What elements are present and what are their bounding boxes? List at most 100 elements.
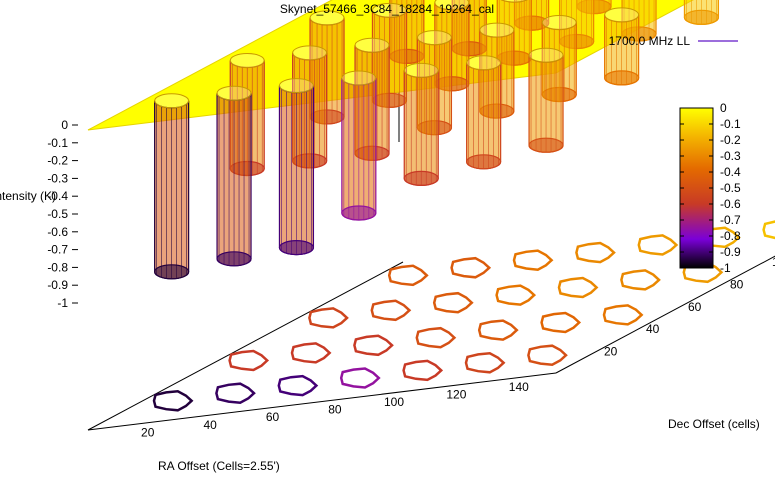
- well-rim: [416, 30, 452, 46]
- contour-ring: [602, 304, 644, 326]
- y-tick-label: 80: [730, 277, 744, 291]
- contour-ring: [477, 319, 519, 341]
- contour-ring: [450, 256, 492, 279]
- well-rim: [403, 62, 439, 78]
- x-axis-label: RA Offset (Cells=2.55'): [158, 459, 280, 473]
- contour-ring: [527, 344, 568, 366]
- well-bottom: [403, 170, 439, 186]
- y-tick-label: 100: [772, 255, 775, 269]
- contour-ring: [152, 390, 194, 412]
- well-rim: [229, 52, 265, 68]
- well-rim: [154, 93, 190, 109]
- well-rim: [528, 47, 564, 63]
- contour-ring: [620, 269, 661, 291]
- legend-label: 1700.0 MHz LL: [609, 34, 691, 48]
- colorbar-tick-label: -1: [720, 261, 731, 275]
- contour-ring: [387, 264, 429, 287]
- contour-ring: [762, 220, 775, 240]
- chart-title: Skynet_57466_3C84_18284_19264_cal: [280, 2, 494, 16]
- colorbar-tick-label: -0.3: [720, 149, 741, 163]
- colorbar-tick-label: -0.7: [720, 213, 741, 227]
- contour-ring: [495, 284, 537, 306]
- x-tick-label: 40: [203, 418, 217, 432]
- colorbar-tick-label: -0.9: [720, 245, 741, 259]
- x-tick-label: 80: [328, 403, 342, 417]
- x-tick-label: 140: [509, 380, 529, 394]
- well-rim: [354, 37, 390, 53]
- z-tick-label: 0: [61, 118, 68, 132]
- z-tick-label: -0.9: [47, 278, 68, 292]
- colorbar-tick-label: -0.8: [720, 229, 741, 243]
- z-tick-label: -0.4: [47, 189, 68, 203]
- well-bottom: [341, 205, 377, 221]
- well-rim: [278, 78, 314, 94]
- well-bottom: [528, 137, 564, 153]
- z-tick-label: -1: [57, 296, 68, 310]
- colorbar-tick-label: -0.5: [720, 181, 741, 195]
- well-rim: [500, 0, 528, 3]
- contour-ring: [575, 241, 616, 264]
- well-bottom: [683, 9, 720, 25]
- base-axes: [72, 0, 775, 431]
- z-tick-label: -0.3: [47, 171, 68, 185]
- z-tick-label: -0.1: [47, 136, 68, 150]
- y-tick-label: 60: [688, 300, 702, 314]
- well-rim: [371, 2, 407, 18]
- x-tick-label: 100: [384, 395, 404, 409]
- base-edge-left: [87, 261, 404, 431]
- contour-ring: [415, 326, 457, 349]
- well-rim: [604, 7, 640, 23]
- contour-ring: [637, 234, 679, 256]
- z-tick-label: -0.5: [47, 207, 68, 221]
- z-tick-label: -0.6: [47, 225, 68, 239]
- z-tick-label: -0.7: [47, 243, 68, 257]
- y-tick-label: 40: [646, 322, 660, 336]
- well-rim: [479, 22, 515, 38]
- base-edge-right: [555, 255, 775, 374]
- contour-ring: [353, 334, 394, 357]
- contour-ring: [512, 249, 554, 271]
- base-edge-front: [87, 372, 557, 431]
- x-tick-label: 20: [141, 425, 155, 439]
- well-rim: [466, 55, 502, 71]
- contour-ring: [540, 311, 582, 334]
- y-tick-label: 20: [604, 345, 618, 359]
- colorbar-tick-label: -0.2: [720, 133, 741, 147]
- contour-ring: [402, 359, 444, 382]
- x-tick-label: 120: [446, 387, 466, 401]
- well-rim: [216, 85, 252, 101]
- well-bottom: [466, 154, 502, 170]
- well-rim: [434, 0, 470, 11]
- contour-ring: [464, 352, 506, 374]
- contour-ring: [370, 299, 412, 322]
- well-rim: [309, 10, 345, 26]
- colorbar-tick-label: -0.4: [720, 165, 741, 179]
- x-tick-label: 60: [266, 410, 280, 424]
- well-rim: [341, 70, 377, 86]
- surface-layer: [87, 0, 720, 280]
- contour-ring: [215, 382, 256, 404]
- well-bottom: [278, 240, 315, 256]
- colorbar: 0 -0.1 -0.2 -0.3 -0.4 -0.5 -0.6 -0.7 -0.8 -0.9 -1: [679, 101, 741, 275]
- well-bottom: [154, 264, 190, 280]
- contour-ring: [277, 374, 319, 397]
- contour-ring: [290, 342, 332, 364]
- well-rim: [541, 14, 577, 30]
- contour-ring: [432, 291, 474, 314]
- colorbar-tick-label: 0: [720, 101, 727, 115]
- z-axis-label: Intensity (K): [0, 189, 56, 203]
- contour-ring: [339, 367, 381, 389]
- well-bottom: [604, 70, 640, 86]
- colorbar-tick-label: -0.6: [720, 197, 741, 211]
- z-tick-label: -0.8: [47, 260, 68, 274]
- contour-ring: [557, 276, 599, 299]
- well-rim: [292, 45, 328, 61]
- well-bottom: [216, 251, 252, 267]
- colorbar-gradient: [679, 107, 714, 269]
- contour-ring: [228, 349, 270, 372]
- colorbar-tick-label: -0.1: [720, 117, 741, 131]
- y-axis-label: Dec Offset (cells): [668, 417, 760, 431]
